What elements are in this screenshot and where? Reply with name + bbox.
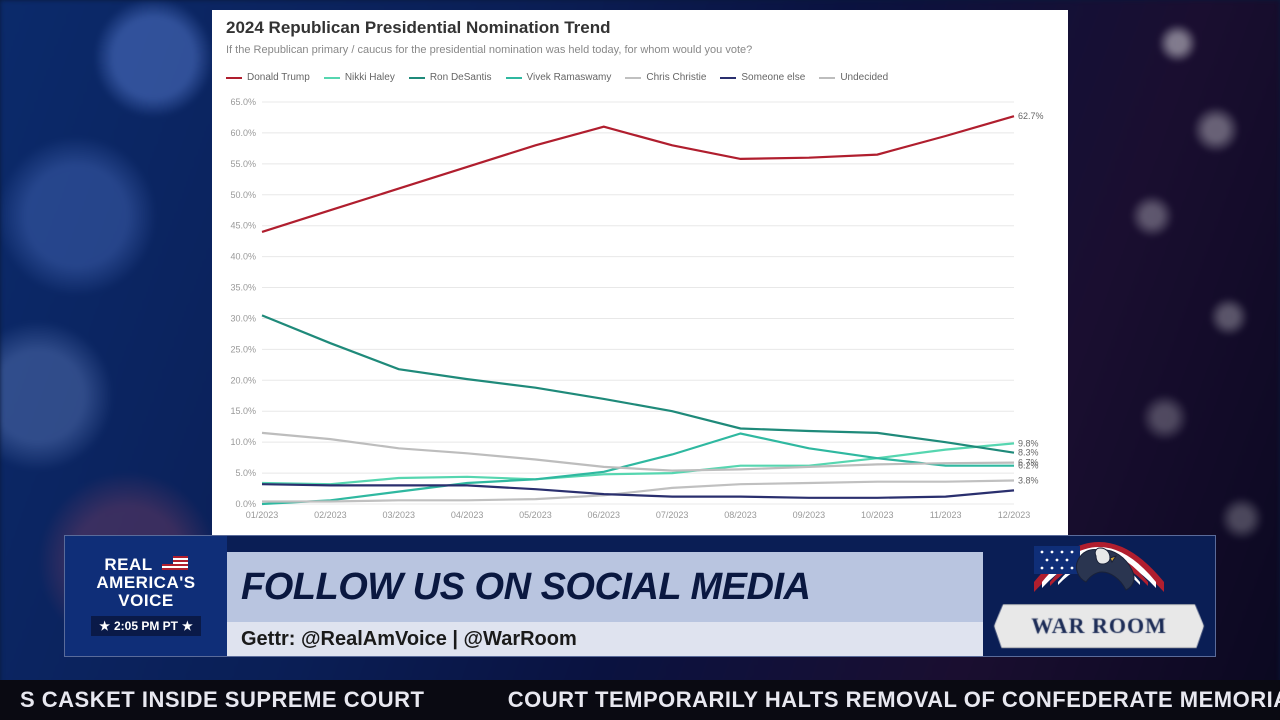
svg-text:30.0%: 30.0% xyxy=(230,313,256,323)
legend-swatch xyxy=(409,77,425,79)
network-badge: REAL AMERICA'S VOICE ★ 2:05 PM PT ★ xyxy=(65,536,227,656)
legend-label: Ron DeSantis xyxy=(430,72,492,83)
show-logo-text: WAR ROOM xyxy=(1031,613,1167,639)
svg-text:62.7%: 62.7% xyxy=(1018,111,1044,121)
legend-item: Ron DeSantis xyxy=(409,72,492,83)
svg-text:55.0%: 55.0% xyxy=(230,159,256,169)
svg-text:10.0%: 10.0% xyxy=(230,437,256,447)
svg-text:25.0%: 25.0% xyxy=(230,344,256,354)
legend-swatch xyxy=(324,77,340,79)
svg-text:3.8%: 3.8% xyxy=(1018,475,1039,485)
legend-item: Nikki Haley xyxy=(324,72,395,83)
ticker-text: S CASKET INSIDE SUPREME COURT COURT TEMP… xyxy=(0,687,1280,713)
legend-label: Vivek Ramaswamy xyxy=(527,72,612,83)
ticker-item: COURT TEMPORARILY HALTS REMOVAL OF CONFE… xyxy=(508,687,1280,712)
news-ticker: S CASKET INSIDE SUPREME COURT COURT TEMP… xyxy=(0,680,1280,720)
network-logo-text: REAL AMERICA'S VOICE xyxy=(96,556,195,610)
show-banner: WAR ROOM xyxy=(993,604,1205,648)
legend-label: Nikki Haley xyxy=(345,72,395,83)
legend-label: Chris Christie xyxy=(646,72,706,83)
subline-text: Gettr: @RealAmVoice | @WarRoom xyxy=(241,628,577,651)
legend-item: Chris Christie xyxy=(625,72,706,83)
headline-sub: Gettr: @RealAmVoice | @WarRoom xyxy=(227,622,983,656)
svg-text:05/2023: 05/2023 xyxy=(519,510,552,520)
svg-text:11/2023: 11/2023 xyxy=(930,510,962,520)
svg-text:35.0%: 35.0% xyxy=(230,283,256,293)
svg-text:45.0%: 45.0% xyxy=(230,221,256,231)
clock-text: 2:05 PM PT xyxy=(114,619,178,633)
legend-item: Vivek Ramaswamy xyxy=(506,72,612,83)
legend-swatch xyxy=(506,77,522,79)
svg-text:07/2023: 07/2023 xyxy=(656,510,689,520)
svg-text:0.0%: 0.0% xyxy=(235,499,256,509)
svg-text:04/2023: 04/2023 xyxy=(451,510,484,520)
star-icon: ★ xyxy=(182,619,193,633)
chart-subtitle: If the Republican primary / caucus for t… xyxy=(226,44,752,56)
svg-text:60.0%: 60.0% xyxy=(230,128,256,138)
svg-text:02/2023: 02/2023 xyxy=(314,510,347,520)
star-icon: ★ xyxy=(99,619,110,633)
chart-legend: Donald Trump Nikki Haley Ron DeSantis Vivek… xyxy=(226,72,888,83)
svg-text:15.0%: 15.0% xyxy=(230,406,256,416)
headline-main: FOLLOW US ON SOCIAL MEDIA xyxy=(227,552,983,622)
chart-plot: 0.0% 5.0% 10.0% 15.0% 20.0% 25.0% 30.0% 35.0% 40… xyxy=(224,94,1054,526)
svg-text:65.0%: 65.0% xyxy=(230,97,256,107)
chart-title: 2024 Republican Presidential Nomination … xyxy=(226,18,610,38)
legend-item: Undecided xyxy=(819,72,888,83)
network-line2: AMERICA'S xyxy=(96,573,195,592)
clock-badge: ★ 2:05 PM PT ★ xyxy=(91,616,201,636)
svg-text:06/2023: 06/2023 xyxy=(588,510,621,520)
chart-panel: 2024 Republican Presidential Nomination … xyxy=(212,10,1068,538)
svg-text:6.7%: 6.7% xyxy=(1018,458,1039,468)
show-logo-box: WAR ROOM xyxy=(983,494,1215,658)
lower-third: REAL AMERICA'S VOICE ★ 2:05 PM PT ★ FOLL… xyxy=(64,535,1216,657)
network-line1: REAL xyxy=(104,555,152,574)
legend-label: Donald Trump xyxy=(247,72,310,83)
svg-text:20.0%: 20.0% xyxy=(230,375,256,385)
svg-text:8.3%: 8.3% xyxy=(1018,448,1039,458)
legend-item: Donald Trump xyxy=(226,72,310,83)
svg-text:01/2023: 01/2023 xyxy=(246,510,279,520)
svg-text:40.0%: 40.0% xyxy=(230,252,256,262)
svg-text:09/2023: 09/2023 xyxy=(793,510,826,520)
legend-item: Someone else xyxy=(720,72,805,83)
legend-label: Someone else xyxy=(741,72,805,83)
headline-text: FOLLOW US ON SOCIAL MEDIA xyxy=(241,566,810,609)
legend-swatch xyxy=(720,77,736,79)
headline-box: FOLLOW US ON SOCIAL MEDIA Gettr: @RealAm… xyxy=(227,536,983,656)
svg-text:03/2023: 03/2023 xyxy=(382,510,415,520)
svg-text:10/2023: 10/2023 xyxy=(861,510,894,520)
svg-text:50.0%: 50.0% xyxy=(230,190,256,200)
svg-text:08/2023: 08/2023 xyxy=(724,510,757,520)
legend-label: Undecided xyxy=(840,72,888,83)
svg-text:5.0%: 5.0% xyxy=(235,468,256,478)
legend-swatch xyxy=(226,77,242,79)
ticker-item: S CASKET INSIDE SUPREME COURT xyxy=(20,687,424,712)
legend-swatch xyxy=(625,77,641,79)
legend-swatch xyxy=(819,77,835,79)
headline-top-strip xyxy=(227,536,983,552)
network-line3: VOICE xyxy=(118,591,173,610)
flag-icon xyxy=(162,556,188,574)
